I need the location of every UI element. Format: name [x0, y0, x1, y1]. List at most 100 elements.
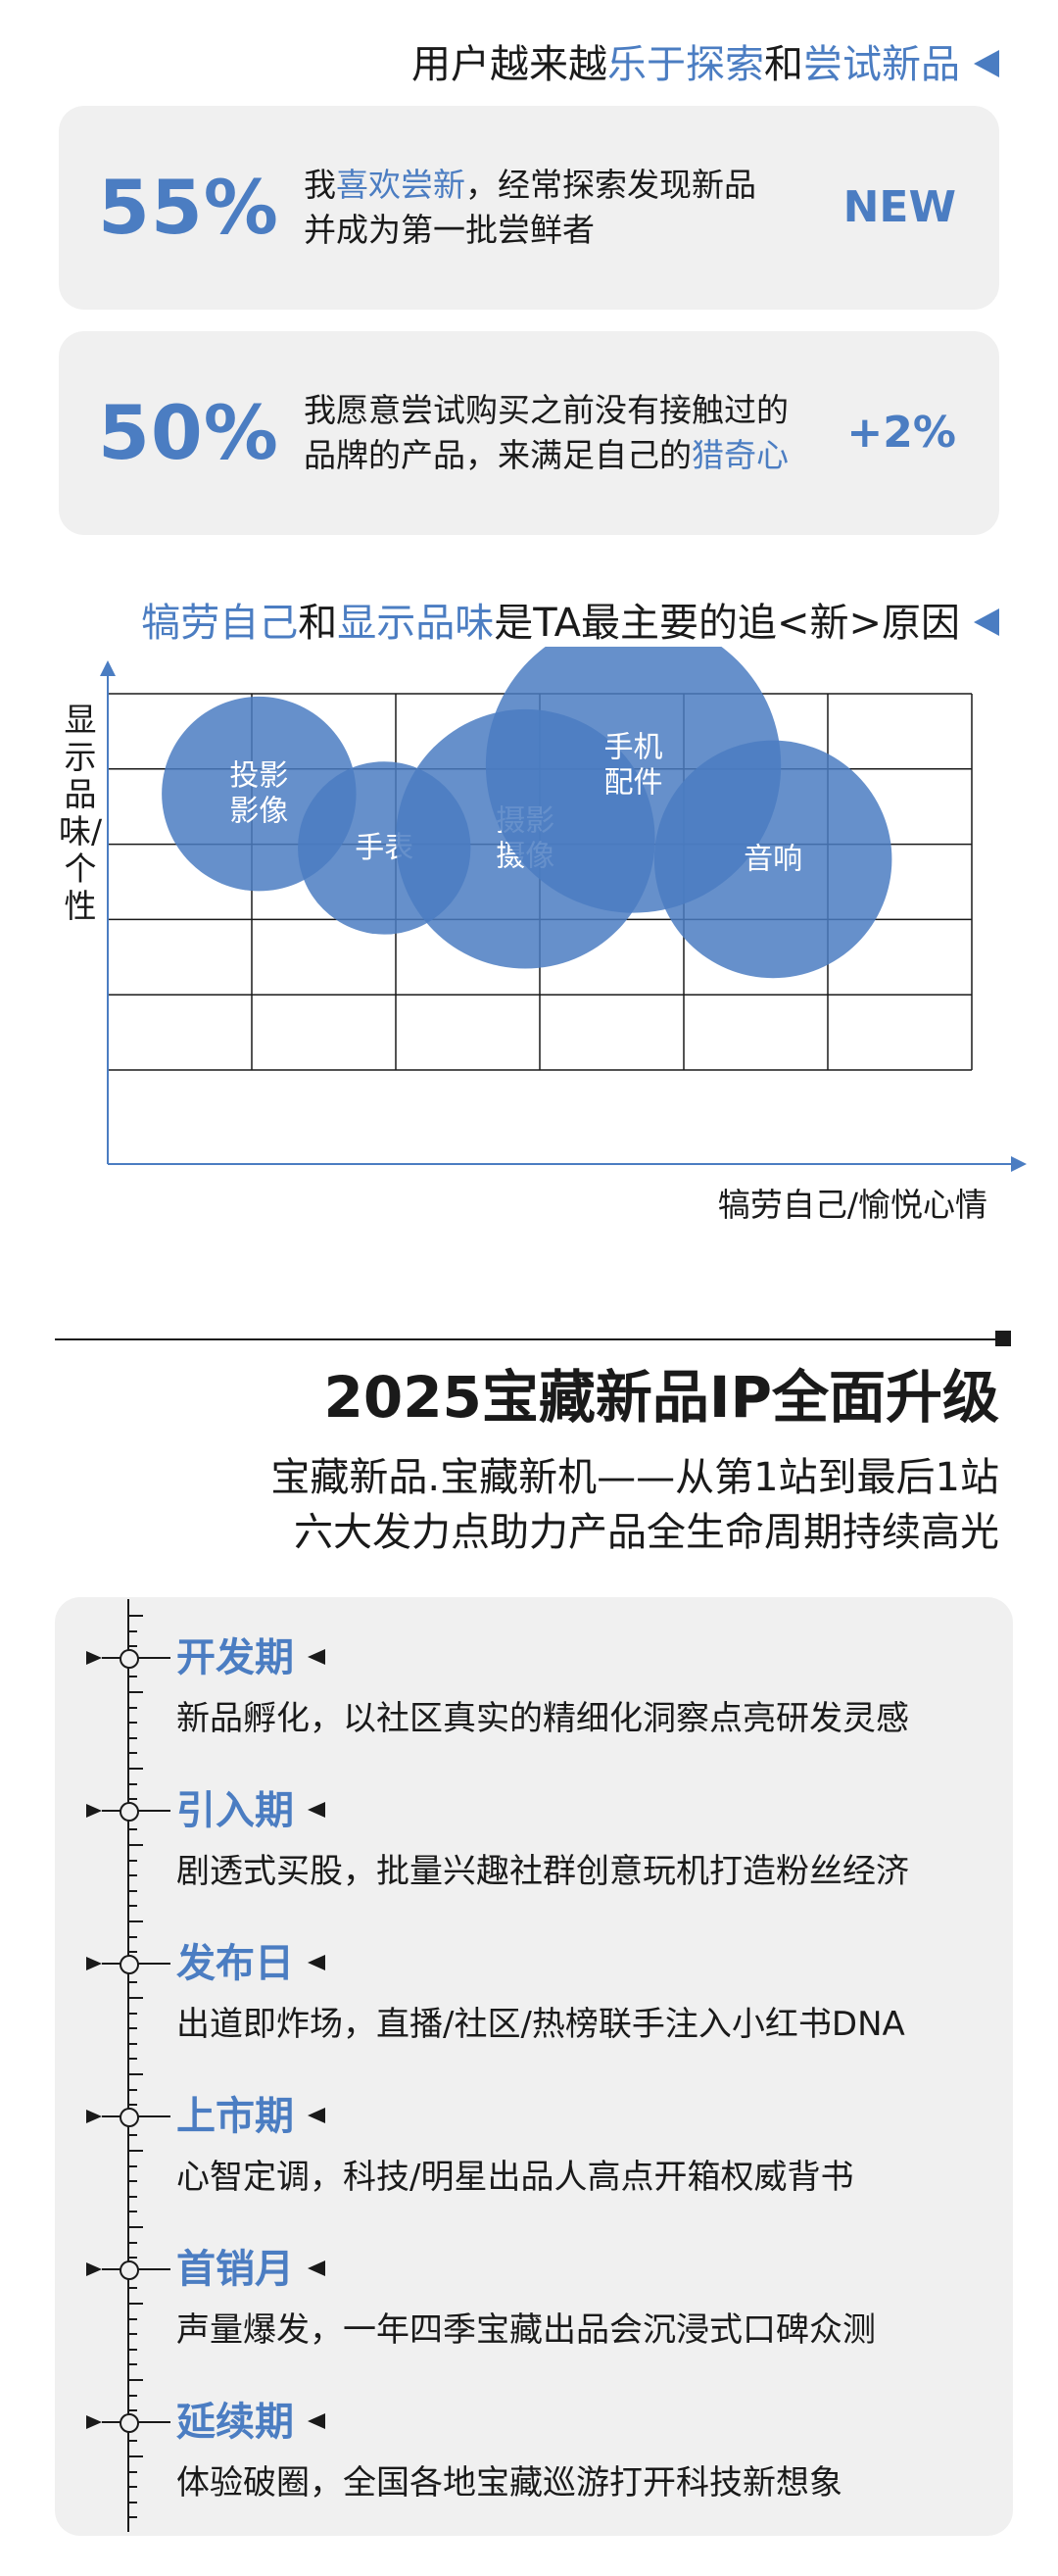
arrow-left-icon [308, 1649, 325, 1665]
arrow-left-icon [308, 2260, 325, 2276]
stage-description: 心智定调，科技/明星出品人高点开箱权威背书 [176, 2158, 854, 2197]
ruler-tick [129, 2394, 137, 2397]
ruler-tick [129, 1615, 143, 1617]
timeline-panel [55, 1597, 1013, 2536]
divider-square-icon [995, 1331, 1011, 1346]
stat-line: 品牌的产品，来满足自己的猎奇心 [304, 433, 852, 478]
section3-title: 2025宝藏新品IP全面升级 [323, 1364, 999, 1431]
stage-description: 体验破圈，全国各地宝藏巡游打开科技新想象 [176, 2463, 842, 2503]
timeline-stage: 发布日出道即炸场，直播/社区/热榜联手注入小红书DNA [0, 1932, 1058, 2085]
timeline-ruler [127, 1599, 129, 2532]
arrow-left-icon [308, 2108, 325, 2123]
subtitle-line: 六大发力点助力产品全生命周期持续高光 [294, 1510, 999, 1555]
ruler-tick [129, 1889, 137, 1892]
stat-text-part: 品牌的产品，来满足自己的 [304, 436, 692, 474]
timeline-stage: 首销月 声量爆发，一年四季宝藏出品会沉浸式口碑众测 [0, 2238, 1058, 2391]
ruler-tick [129, 2180, 137, 2183]
ruler-tick [129, 1676, 137, 1678]
title-part: 和 [298, 601, 338, 646]
section3-subtitle: 宝藏新品.宝藏新机——从第1站到最后1站 六大发力点助力产品全生命周期持续高光 [270, 1450, 999, 1560]
stage-dot-icon [120, 1955, 139, 1974]
stage-dot-icon [120, 1802, 139, 1822]
arrow-right-icon [86, 1651, 102, 1665]
stage-description: 出道即炸场，直播/社区/热榜联手注入小红书DNA [176, 2005, 905, 2044]
stat-text-part: 我 [304, 166, 336, 204]
arrow-right-icon [86, 1804, 102, 1818]
bubble-label: 手机 [604, 730, 663, 764]
ruler-tick [129, 1722, 137, 1725]
stat-text-part: ，经常探索发现新品 [465, 166, 756, 204]
ruler-tick [129, 2440, 137, 2443]
arrow-left-icon [308, 2413, 325, 2429]
ruler-tick [129, 2257, 137, 2260]
stat-badge: +2% [846, 408, 956, 458]
chart-x-axis-label: 犒劳自己/愉悦心情 [717, 1186, 987, 1224]
stage-dot-icon [120, 2260, 139, 2280]
ruler-tick [129, 2195, 137, 2198]
title-part-highlight: 犒劳自己 [141, 601, 299, 646]
stat-card-try-new: 55% 我喜欢尝新，经常探索发现新品 并成为第一批尝鲜者 NEW [59, 106, 999, 310]
stage-description: 剧透式买股，批量兴趣社群创意玩机打造粉丝经济 [176, 1852, 909, 1891]
stat-percent: 55% [98, 164, 279, 251]
timeline-stage: 延续期体验破圈，全国各地宝藏巡游打开科技新想象 [0, 2391, 1058, 2544]
ruler-tick [129, 2027, 137, 2030]
timeline-stage: 上市期心智定调，科技/明星出品人高点开箱权威背书 [0, 2085, 1058, 2238]
bubble [653, 740, 892, 979]
ruler-tick [129, 2058, 137, 2061]
timeline-stage: 开发期新品孵化，以社区真实的精细化洞察点亮研发灵感 [0, 1627, 1058, 1779]
stage-dot-icon [120, 2108, 139, 2127]
ruler-tick [129, 2333, 137, 2336]
stat-percent: 50% [98, 389, 279, 476]
stage-dot-icon [120, 1649, 139, 1669]
section2-title: 犒劳自己和显示品味是TA最主要的追<新>原因 [141, 596, 999, 651]
stage-name: 开发期 [176, 1632, 325, 1683]
ruler-tick [129, 2150, 143, 2152]
arrow-right-icon [86, 2110, 102, 2123]
arrow-right-icon [86, 1957, 102, 1970]
ruler-tick [129, 2455, 143, 2457]
ruler-tick [129, 2042, 137, 2045]
stat-text-highlight: 猎奇心 [692, 436, 789, 474]
stat-description: 我喜欢尝新，经常探索发现新品 并成为第一批尝鲜者 [304, 106, 852, 310]
ruler-tick [129, 1782, 137, 1785]
ruler-tick [129, 1997, 143, 1999]
y-axis-arrow-icon [100, 660, 116, 676]
ruler-tick [129, 2164, 137, 2167]
bubble-label: 投影 [229, 759, 288, 794]
ruler-tick [129, 1951, 137, 1954]
stage-description: 新品孵化，以社区真实的精细化洞察点亮研发灵感 [176, 1699, 909, 1738]
stage-name: 延续期 [176, 2397, 325, 2448]
stat-line: 并成为第一批尝鲜者 [304, 208, 852, 253]
section-divider [55, 1338, 1005, 1340]
section1-title: 用户越来越乐于探索和尝试新品 [411, 37, 999, 92]
title-part-highlight: 显示品味 [337, 601, 495, 646]
ruler-tick [129, 2303, 143, 2305]
ruler-tick [129, 2409, 137, 2412]
ruler-tick [129, 1691, 143, 1693]
stage-name: 发布日 [176, 1938, 325, 1989]
ruler-tick [129, 1828, 137, 1831]
ruler-tick [129, 1859, 137, 1862]
bubble-label: 配件 [604, 765, 663, 800]
ruler-tick [129, 1736, 137, 1739]
ruler-tick [129, 2348, 137, 2351]
stat-card-new-brand: 50% 我愿意尝试购买之前没有接触过的 品牌的产品，来满足自己的猎奇心 +2% [59, 331, 999, 535]
stage-name-text: 上市期 [176, 2094, 294, 2139]
ruler-tick [129, 1768, 143, 1770]
arrow-right-icon [86, 2262, 102, 2276]
title-part: 用户越来越 [411, 42, 607, 87]
stat-text-highlight: 喜欢尝新 [336, 166, 465, 204]
ruler-tick [129, 2501, 137, 2503]
ruler-tick [129, 1798, 137, 1801]
ruler-tick [129, 1874, 137, 1877]
stage-dot-icon [120, 2413, 139, 2433]
arrow-left-icon [308, 1802, 325, 1818]
stage-name-text: 首销月 [176, 2247, 294, 2292]
bubble-chart: 投影影像手表摄影摄像手机配件音响 [100, 647, 1027, 1172]
stat-text-part: 并成为第一批尝鲜者 [304, 211, 595, 249]
stage-name-text: 引入期 [176, 1788, 294, 1833]
ruler-tick [129, 1981, 137, 1984]
ruler-tick [129, 2486, 137, 2489]
ruler-tick [129, 2073, 143, 2075]
stat-badge: NEW [842, 182, 956, 232]
